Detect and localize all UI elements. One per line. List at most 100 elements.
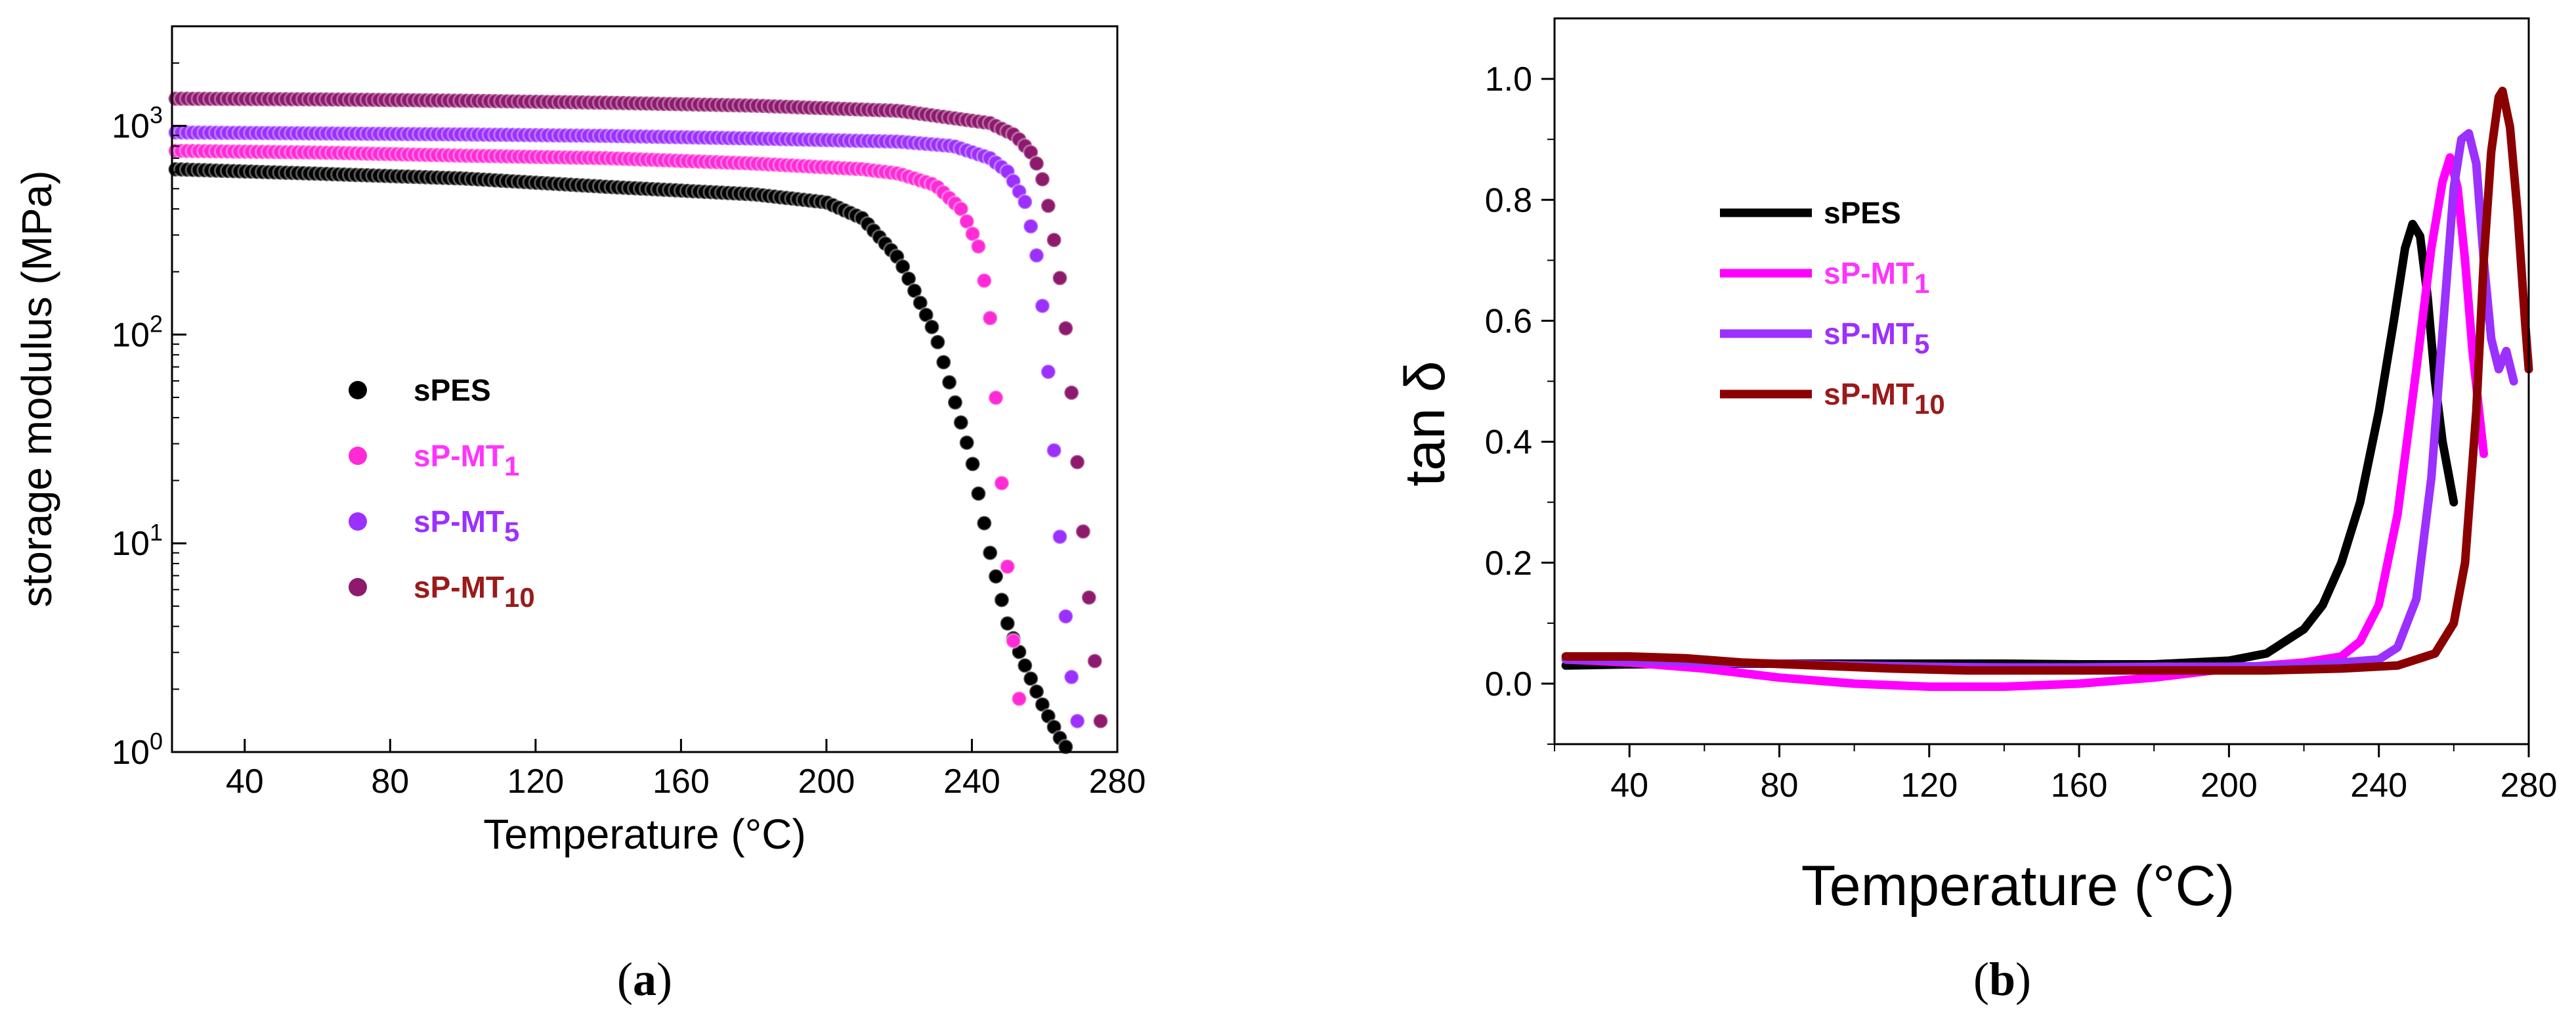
data-point xyxy=(993,475,1010,492)
legend-item-sp-mt1: sP-MT1 xyxy=(414,439,519,481)
data-point xyxy=(981,309,998,326)
x-tick-label: 40 xyxy=(1610,766,1648,805)
x-tick-label: 80 xyxy=(371,763,409,801)
x-tick-label: 200 xyxy=(798,763,855,801)
x-tick-label: 160 xyxy=(653,763,710,801)
data-point xyxy=(1046,231,1063,248)
x-tick-label: 120 xyxy=(1900,766,1958,805)
legend-item-sp-mt1-text: sP-MT xyxy=(414,439,504,473)
legend-item-sp-mt10-subscript: 10 xyxy=(504,582,535,613)
y-tick-label: 101 xyxy=(112,519,163,563)
data-point xyxy=(935,354,952,370)
y-tick-label: 0.4 xyxy=(1485,424,1532,462)
panel-b-y-axis-label: tan δ xyxy=(1394,361,1457,486)
panel-b-caption: (b) xyxy=(1973,953,2031,1006)
data-point xyxy=(1057,738,1074,755)
data-point xyxy=(964,455,981,472)
series-sp-mt5-points xyxy=(167,124,1086,730)
legend-item-sp-mt5: sP-MT5 xyxy=(414,504,519,547)
data-point xyxy=(953,414,970,431)
legend-marker xyxy=(349,578,367,596)
data-point xyxy=(964,225,981,242)
panel-b-x-ticks: 40 80 120 160 200 240 280 xyxy=(1554,744,2557,805)
series-spes-line xyxy=(1561,219,2458,670)
data-point xyxy=(918,307,935,323)
legend-item-sp-mt1: sP-MT1 xyxy=(1824,256,1929,299)
x-tick-label: 240 xyxy=(2350,766,2407,805)
data-point xyxy=(1052,269,1068,286)
x-tick-label: 240 xyxy=(943,763,1000,801)
data-point xyxy=(999,558,1016,575)
legend-marker xyxy=(349,447,367,465)
panel-b-data-lines xyxy=(1561,87,2533,691)
data-point xyxy=(953,200,970,217)
data-point xyxy=(1063,384,1080,401)
legend-item-spes: sPES xyxy=(414,373,491,407)
y-tick-label: 0.6 xyxy=(1485,302,1532,340)
legend-item-sp-mt1-subscript: 1 xyxy=(504,451,519,481)
data-point xyxy=(1046,442,1063,459)
data-point xyxy=(900,270,917,287)
data-point xyxy=(1063,669,1080,686)
legend-item-sp-mt10: sP-MT10 xyxy=(1824,377,1945,420)
data-point xyxy=(1040,363,1057,380)
data-point xyxy=(1075,523,1092,540)
legend-marker xyxy=(349,381,367,399)
data-point xyxy=(1022,218,1039,235)
data-point xyxy=(1016,657,1033,674)
series-sp-mt1-line xyxy=(1561,153,2488,691)
data-point xyxy=(958,434,976,451)
data-point xyxy=(1011,690,1027,707)
series-sp-mt10-points xyxy=(167,90,1109,730)
panel-a-x-ticks: 40 80 120 160 200 240 280 xyxy=(226,739,1146,801)
data-point xyxy=(1016,193,1033,210)
data-point xyxy=(958,213,976,230)
data-point xyxy=(1052,528,1068,545)
legend-item-spes: sPES xyxy=(1824,196,1901,230)
series-sp-mt1-points xyxy=(167,143,1027,707)
data-point xyxy=(981,544,998,562)
legend-item-sp-mt10-text: sP-MT xyxy=(1824,377,1914,411)
panel-a-caption-letter: a xyxy=(633,953,656,1006)
panel-a-caption: (a) xyxy=(617,953,672,1006)
y-tick-label: 0.2 xyxy=(1485,544,1532,583)
data-point xyxy=(1057,320,1074,337)
x-tick-label: 120 xyxy=(507,763,564,801)
data-point xyxy=(999,615,1016,632)
data-point xyxy=(1005,632,1022,650)
data-point xyxy=(976,272,993,289)
legend-item-spes-text: sPES xyxy=(1824,196,1901,230)
data-point xyxy=(929,334,946,351)
x-tick-label: 200 xyxy=(2200,766,2258,805)
legend-item-sp-mt5-text: sP-MT xyxy=(414,504,504,539)
data-point xyxy=(1092,713,1109,730)
legend-item-sp-mt10-subscript: 10 xyxy=(1914,389,1945,420)
data-point xyxy=(1028,247,1045,264)
panel-b: 40 80 120 160 200 240 280 0.0 0.2 0.4 0.6 0.8 1.0 T… xyxy=(1394,17,2557,1006)
data-point xyxy=(894,258,911,275)
panel-a-y-axis-label: storage modulus (MPa) xyxy=(13,170,60,607)
legend-item-sp-mt5-subscript: 5 xyxy=(1914,328,1929,359)
data-point xyxy=(1034,696,1051,713)
data-point xyxy=(1040,197,1057,214)
data-point xyxy=(1081,589,1098,606)
data-point xyxy=(993,591,1010,608)
panel-a-data-points xyxy=(167,90,1109,755)
data-point xyxy=(1057,608,1074,625)
x-tick-label: 80 xyxy=(1761,766,1799,805)
data-point xyxy=(970,485,987,502)
y-tick-label: 0.8 xyxy=(1485,181,1532,219)
x-tick-label: 40 xyxy=(226,763,264,801)
legend-item-sp-mt1-text: sP-MT xyxy=(1824,256,1914,290)
y-tick-label: 103 xyxy=(112,102,163,146)
legend-item-sp-mt5-text: sP-MT xyxy=(1824,317,1914,351)
series-sp-mt5-line xyxy=(1561,129,2518,672)
legend-item-sp-mt10: sP-MT10 xyxy=(414,570,535,613)
data-point xyxy=(1028,155,1045,172)
data-point xyxy=(1069,454,1086,471)
data-point xyxy=(1086,653,1104,669)
legend-item-sp-mt5-subscript: 5 xyxy=(504,516,519,547)
data-point xyxy=(1022,670,1039,687)
